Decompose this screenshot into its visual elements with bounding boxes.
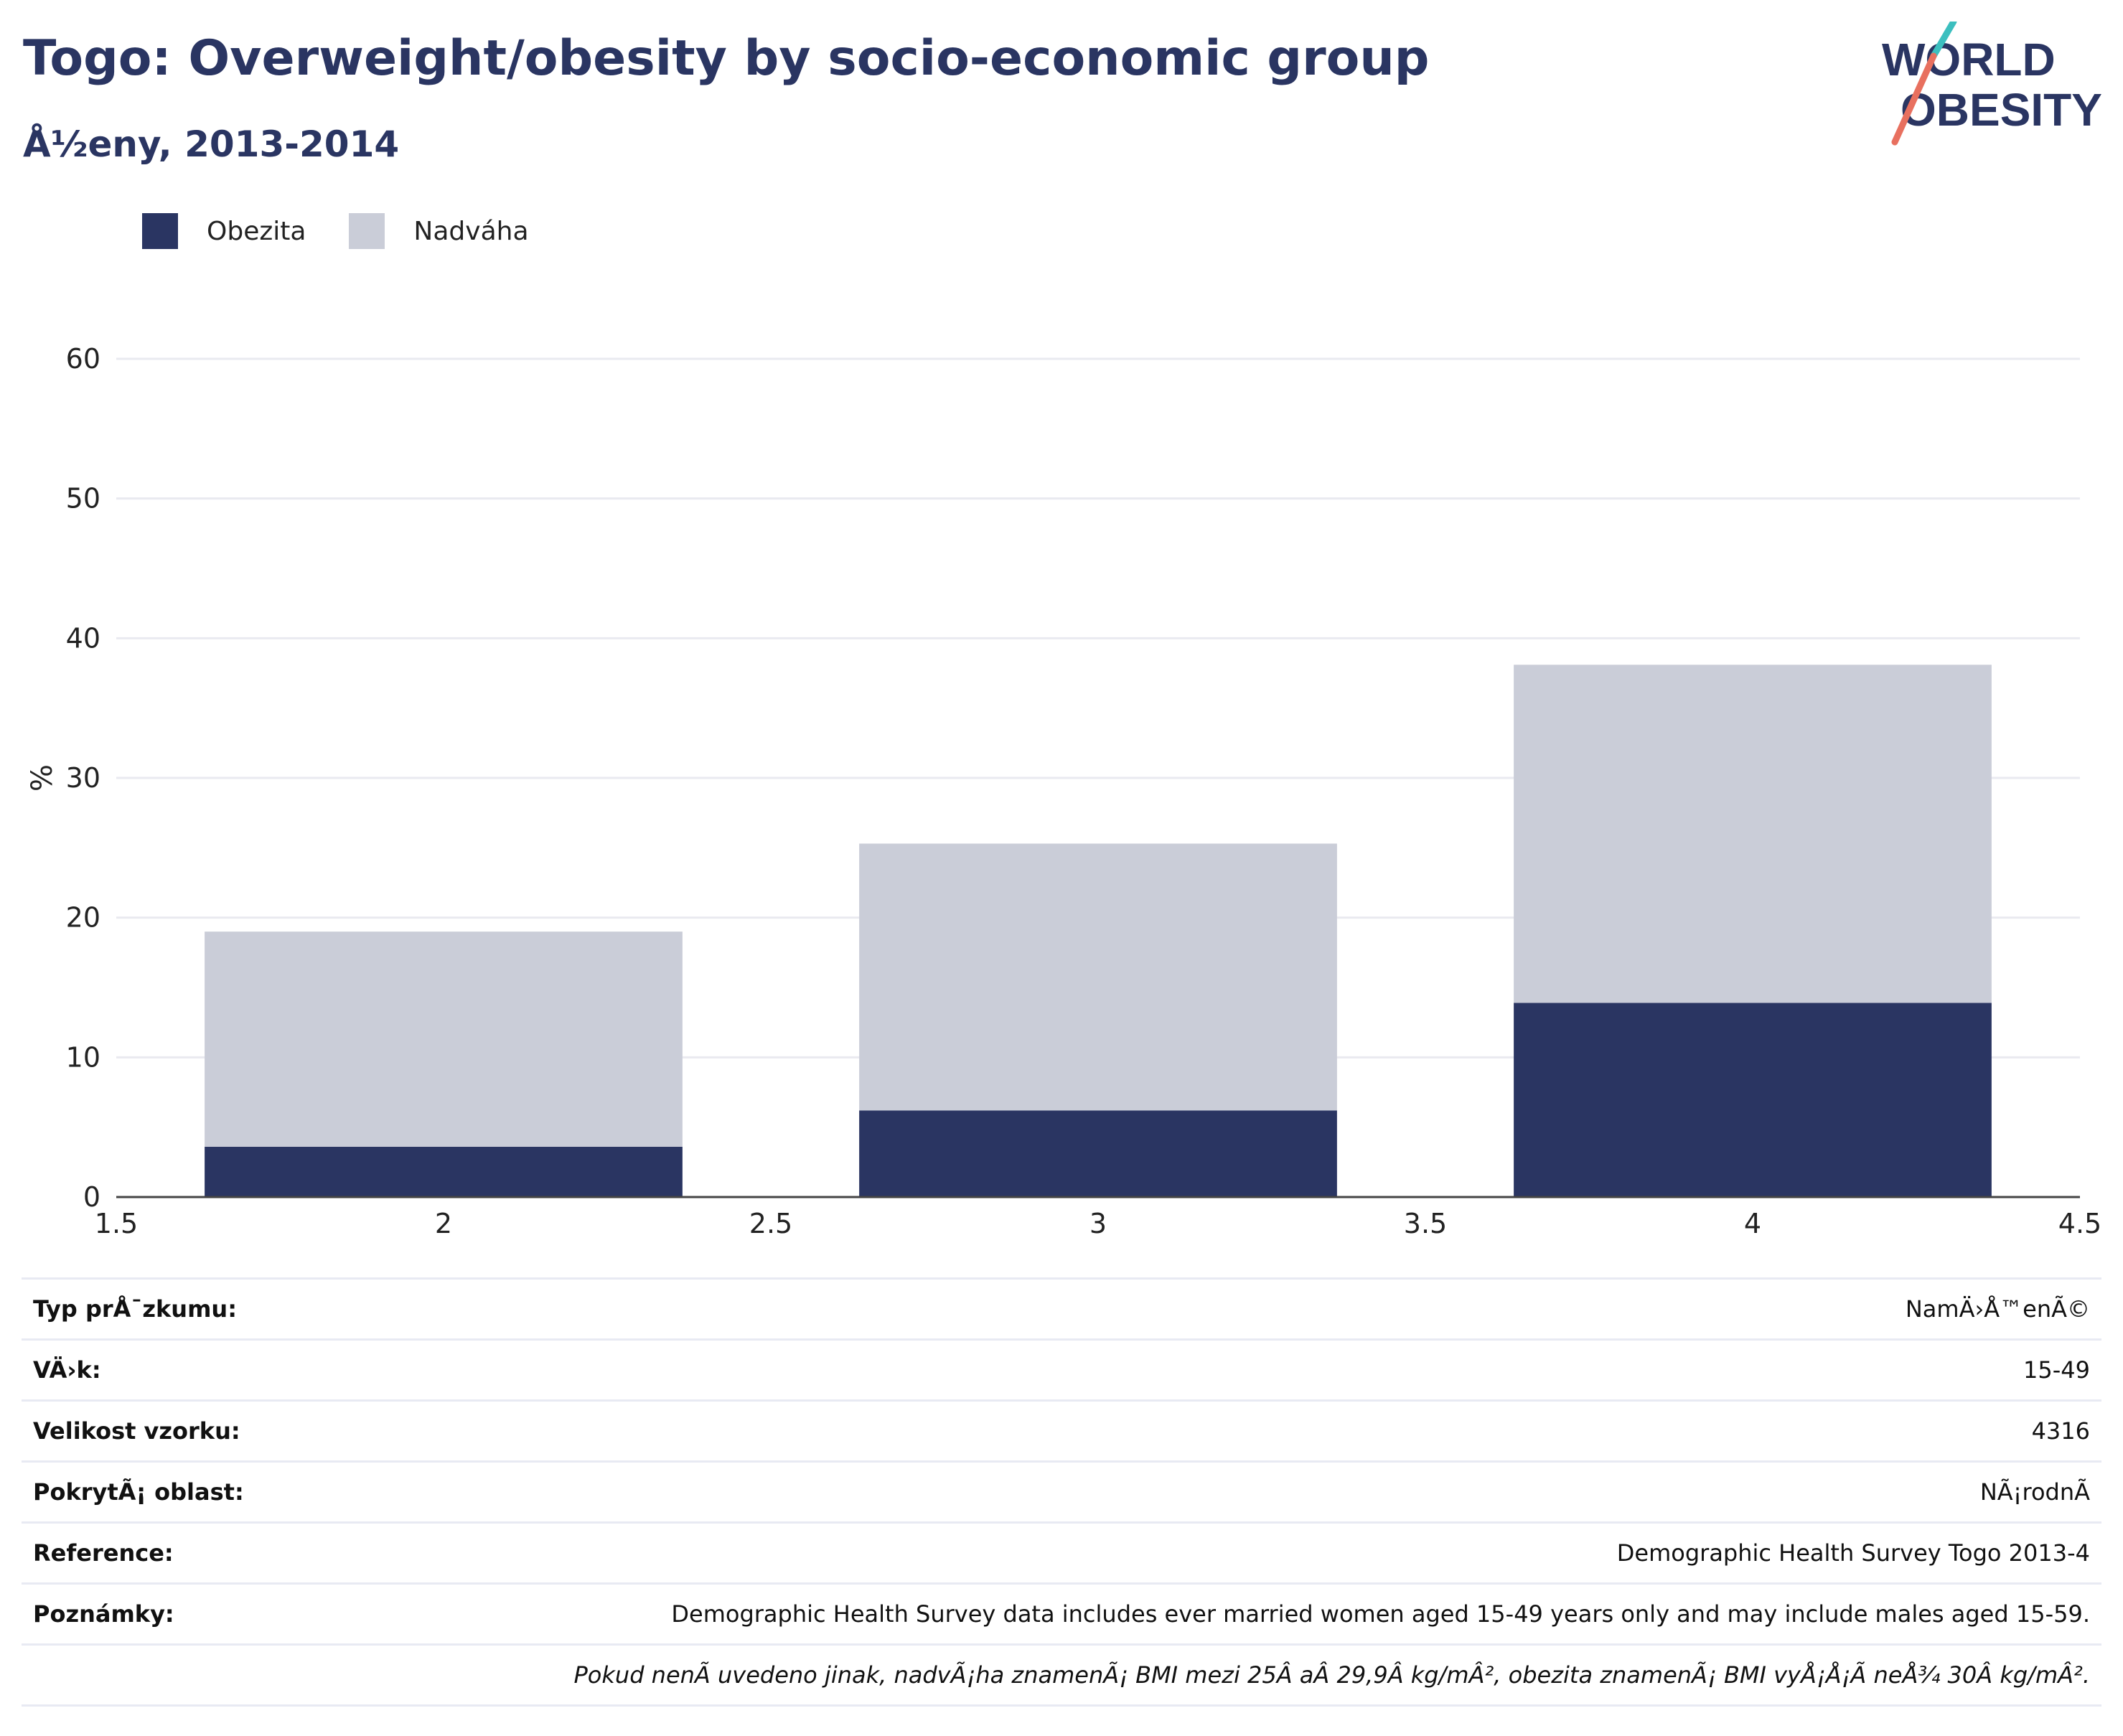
world-obesity-logo: WORLD OBESITY [1882, 22, 2102, 146]
info-value: 4316 [403, 1399, 2101, 1462]
legend-label: Obezita [207, 216, 306, 246]
bar-nadváha [859, 843, 1337, 1111]
info-row: Reference: Demographic Health Survey Togo… [22, 1521, 2101, 1584]
x-tick-label: 2 [435, 1208, 452, 1234]
survey-info-table: Typ prÅ¯zkumu: NamÄ›Å™enÃ© VÄ›k: 15-49 Velik… [22, 1277, 2101, 1707]
info-value: 15-49 [403, 1338, 2101, 1401]
info-row: Velikost vzorku: 4316 [22, 1399, 2101, 1462]
x-tick-label: 3.5 [1404, 1208, 1447, 1234]
x-tick-label: 4 [1744, 1208, 1761, 1234]
y-tick-label: 60 [66, 343, 100, 375]
footnote: Pokud nenÃ uvedeno jinak, nadvÃ¡ha zname… [22, 1643, 2101, 1707]
x-tick-label: 1.5 [95, 1208, 138, 1234]
chart-subtitle: Å½eny, 2013-2014 [23, 123, 400, 165]
x-tick-label: 3 [1089, 1208, 1107, 1234]
legend-item[interactable]: Nadváha [349, 213, 529, 249]
y-tick-label: 10 [66, 1041, 100, 1073]
info-label: Velikost vzorku: [22, 1399, 403, 1462]
legend-item[interactable]: Obezita [142, 213, 306, 249]
info-row: VÄ›k: 15-49 [22, 1338, 2101, 1401]
logo-line2: OBESITY [1901, 84, 2102, 136]
info-label: Poznámky: [22, 1582, 403, 1645]
bar-nadváha [1514, 665, 1992, 1003]
info-label: Reference: [22, 1521, 403, 1584]
legend-swatch [142, 213, 178, 249]
info-value: Demographic Health Survey data includes … [403, 1582, 2101, 1645]
bar-obezita [1514, 1003, 1992, 1197]
logo-slash-teal [1930, 22, 1957, 60]
y-tick-label: 40 [66, 622, 100, 654]
bar-chart: 0 10 20 30 40 50 60 1.5 2 2.5 3 3.5 4 4.5% [26, 343, 2101, 1234]
legend-label: Nadváha [413, 216, 529, 246]
info-value: Demographic Health Survey Togo 2013-4 [403, 1521, 2101, 1584]
y-tick-label: 30 [66, 762, 100, 794]
logo-line1: WORLD [1882, 34, 2056, 85]
x-tick-label: 4.5 [2058, 1208, 2101, 1234]
info-row: Typ prÅ¯zkumu: NamÄ›Å™enÃ© [22, 1277, 2101, 1340]
chart-legend: Obezita Nadváha [142, 210, 572, 253]
info-label: PokrytÃ¡ oblast: [22, 1460, 403, 1523]
info-label: VÄ›k: [22, 1338, 403, 1401]
y-axis-label: % [26, 764, 59, 792]
info-row: Poznámky: Demographic Health Survey data … [22, 1582, 2101, 1645]
info-label: Typ prÅ¯zkumu: [22, 1277, 403, 1340]
info-row: PokrytÃ¡ oblast: NÃ¡rodnÃ [22, 1460, 2101, 1523]
legend-swatch [349, 213, 385, 249]
y-tick-label: 50 [66, 483, 100, 515]
bar-obezita [859, 1110, 1337, 1197]
info-value: NamÄ›Å™enÃ© [403, 1277, 2101, 1340]
logo-slash-coral [1891, 52, 1937, 146]
x-tick-label: 2.5 [749, 1208, 792, 1234]
footnote-row: Pokud nenÃ uvedeno jinak, nadvÃ¡ha zname… [22, 1643, 2101, 1707]
chart-title: Togo: Overweight/obesity by socio-econom… [23, 30, 1430, 87]
info-value: NÃ¡rodnÃ [403, 1460, 2101, 1523]
bar-nadváha [205, 932, 683, 1147]
y-tick-label: 0 [83, 1181, 100, 1213]
y-tick-label: 20 [66, 902, 100, 934]
bar-obezita [205, 1146, 683, 1197]
